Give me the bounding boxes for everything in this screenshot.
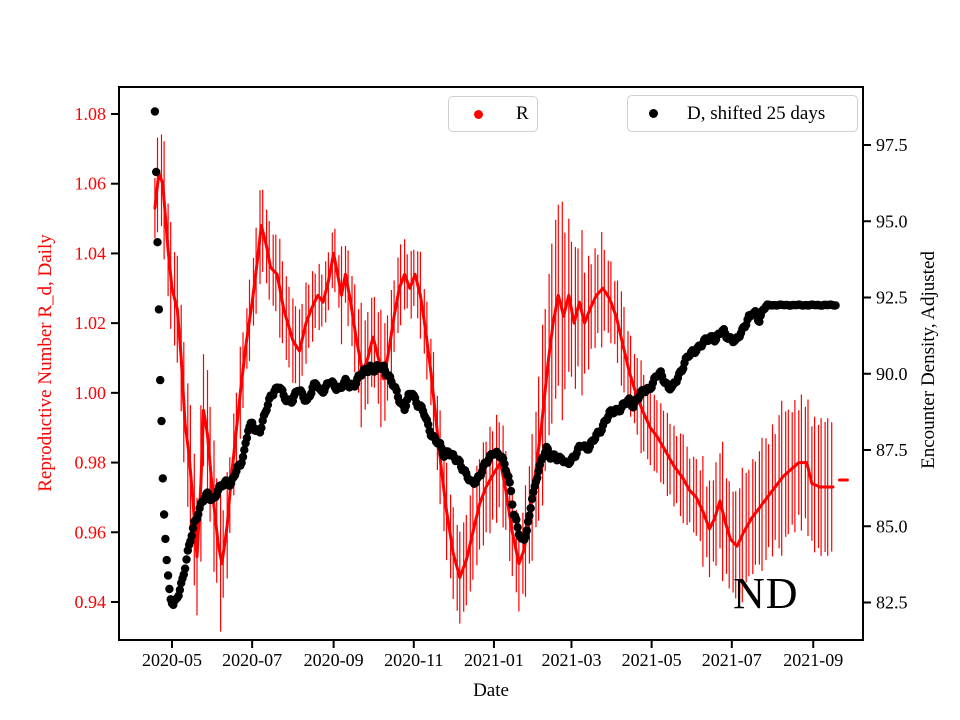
y-right-tick-label: 82.5	[876, 593, 908, 613]
y-right-tick-label: 95.0	[876, 211, 908, 231]
nd-annotation: ND	[733, 569, 799, 618]
r-mean-line	[153, 171, 835, 580]
legend-d-label: D, shifted 25 days	[687, 102, 826, 124]
y-left-tick-label: 1.06	[75, 174, 107, 194]
y-left-tick-label: 1.02	[75, 313, 107, 333]
y-left-tick-label: 0.94	[75, 592, 107, 612]
red-dot-marker-icon	[474, 109, 483, 119]
x-tick-label: 2021-01	[464, 650, 524, 670]
x-tick-label: 2021-05	[622, 650, 682, 670]
left-axis-label: Reproductive Number R_d, Daily	[35, 234, 56, 492]
y-left-tick-label: 0.98	[75, 453, 107, 473]
x-axis-label: Date	[473, 680, 509, 701]
legend-r: R	[448, 96, 538, 132]
y-left-tick-label: 1.00	[75, 383, 107, 403]
r-error-bars	[154, 134, 833, 632]
x-tick-label: 2021-07	[702, 650, 762, 670]
x-tick-label: 2020-09	[304, 650, 364, 670]
plot-spines	[118, 86, 864, 641]
x-tick-label: 2020-11	[384, 650, 443, 670]
y-left-tick-label: 1.08	[75, 104, 107, 124]
x-tick-label: 2020-05	[142, 650, 202, 670]
black-dot-marker-icon	[649, 109, 658, 118]
d-scatter-points	[150, 107, 840, 610]
y-left-tick-label: 1.04	[75, 243, 107, 263]
legend-d: D, shifted 25 days	[627, 95, 858, 132]
y-right-tick-label: 85.0	[876, 516, 908, 536]
y-right-tick-label: 92.5	[876, 288, 908, 308]
legend-r-label: R	[516, 103, 529, 124]
x-tick-label: 2021-09	[783, 650, 843, 670]
plot-data	[150, 107, 849, 632]
y-right-tick-label: 97.5	[876, 135, 908, 155]
x-tick-label: 2021-03	[541, 650, 601, 670]
y-left-tick-label: 0.96	[75, 522, 107, 542]
right-axis-label: Encounter Density, Adjusted	[918, 251, 939, 469]
y-right-tick-label: 87.5	[876, 440, 908, 460]
axis-ticks: 2020-05 2020-07 2020-09 2020-11 2021-01 2021-…	[75, 104, 908, 670]
x-tick-label: 2020-07	[222, 650, 282, 670]
y-right-tick-label: 90.0	[876, 364, 908, 384]
